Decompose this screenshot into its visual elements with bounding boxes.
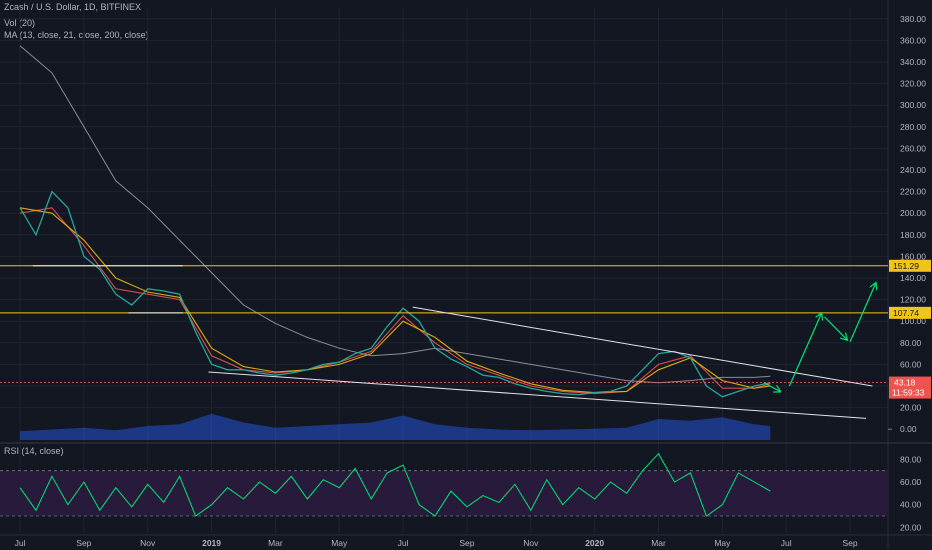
ma-line-1 xyxy=(19,207,771,394)
chart-title: Zcash / U.S. Dollar, 1D, BITFINEX xyxy=(4,2,142,12)
rsi-legend[interactable]: RSI (14, close) xyxy=(4,446,64,456)
price-tick-label-6: 140.00 xyxy=(900,273,926,283)
rsi-band xyxy=(0,470,888,517)
time-tick-label-2: Nov xyxy=(140,538,156,548)
price-tick-label-zero: 0.00 xyxy=(900,424,917,434)
projection-arrow-2[interactable] xyxy=(824,316,847,340)
current-price-label: 43.18 xyxy=(894,378,916,388)
time-tick-label-11: May xyxy=(714,538,731,548)
price-tick-label-17: 360.00 xyxy=(900,35,926,45)
current-price-badge xyxy=(889,376,931,399)
price-tick-label-0: 20.00 xyxy=(900,403,922,413)
price-tick-label-12: 260.00 xyxy=(900,143,926,153)
rsi-tick-label-1: 40.00 xyxy=(900,500,922,510)
projection-arrow-0[interactable] xyxy=(763,382,780,392)
price-tick-label-7: 160.00 xyxy=(900,251,926,261)
time-tick-label-0: Jul xyxy=(15,538,26,548)
time-axis[interactable]: Jul Sep Nov 2019 Mar May Jul Sep Nov 2020 Mar May Ju… xyxy=(15,538,858,548)
time-tick-label-5: May xyxy=(331,538,348,548)
price-tick-label-8: 180.00 xyxy=(900,230,926,240)
price-line xyxy=(19,190,771,398)
ma-legend[interactable]: MA (13, close, 21, close, 200, close) xyxy=(4,30,149,40)
time-tick-label-1: Sep xyxy=(76,538,91,548)
time-tick-label-10: Mar xyxy=(651,538,666,548)
rsi-line xyxy=(19,452,771,517)
projection-arrow-3[interactable] xyxy=(849,283,876,342)
rsi-tick-label-2: 60.00 xyxy=(900,477,922,487)
level-badge-label-0: 151.29 xyxy=(893,261,919,271)
volume-area xyxy=(20,413,771,440)
price-tick-label-13: 280.00 xyxy=(900,122,926,132)
ma-line-0 xyxy=(19,207,771,395)
time-tick-label-7: Sep xyxy=(459,538,474,548)
countdown-label: 11:59:33 xyxy=(892,388,925,398)
price-tick-label-15: 320.00 xyxy=(900,79,926,89)
rsi-pane xyxy=(19,452,771,517)
price-tick-label-3: 80.00 xyxy=(900,338,922,348)
drawings[interactable] xyxy=(0,265,888,419)
time-tick-label-8: Nov xyxy=(523,538,539,548)
moving-averages xyxy=(19,45,771,395)
price-tick-label-10: 220.00 xyxy=(900,187,926,197)
price-tick-label-9: 200.00 xyxy=(900,208,926,218)
time-tick-label-13: Sep xyxy=(843,538,858,548)
time-tick-label-9: 2020 xyxy=(585,538,604,548)
projection-arrow-1[interactable] xyxy=(788,314,821,387)
price-tick-label-16: 340.00 xyxy=(900,57,926,67)
level-badge-0 xyxy=(889,259,931,272)
price-tick-label-11: 240.00 xyxy=(900,165,926,175)
time-tick-label-4: Mar xyxy=(268,538,283,548)
level-badge-1 xyxy=(889,306,931,319)
price-axis[interactable]: 20.00 40.00 60.00 80.00 100.00 120.00 140.00 16… xyxy=(888,14,926,533)
ma-line-2 xyxy=(19,45,771,384)
rsi-tick-label-0: 20.00 xyxy=(900,522,922,532)
price-tick-label-4: 100.00 xyxy=(900,316,926,326)
price-tick-label-18: 380.00 xyxy=(900,14,926,24)
level-badge-label-1: 107.74 xyxy=(893,308,919,318)
volume-pane xyxy=(20,413,771,440)
rsi-tick-label-3: 80.00 xyxy=(900,454,922,464)
trendline-1[interactable] xyxy=(208,371,867,419)
time-tick-label-6: Jul xyxy=(398,538,409,548)
price-tick-label-2: 60.00 xyxy=(900,359,922,369)
price-tick-label-5: 120.00 xyxy=(900,295,926,305)
price-tick-label-14: 300.00 xyxy=(900,100,926,110)
time-tick-label-3: 2019 xyxy=(202,538,221,548)
time-tick-label-12: Jul xyxy=(781,538,792,548)
rsi-band-fill xyxy=(0,470,888,516)
price-series xyxy=(19,190,771,398)
